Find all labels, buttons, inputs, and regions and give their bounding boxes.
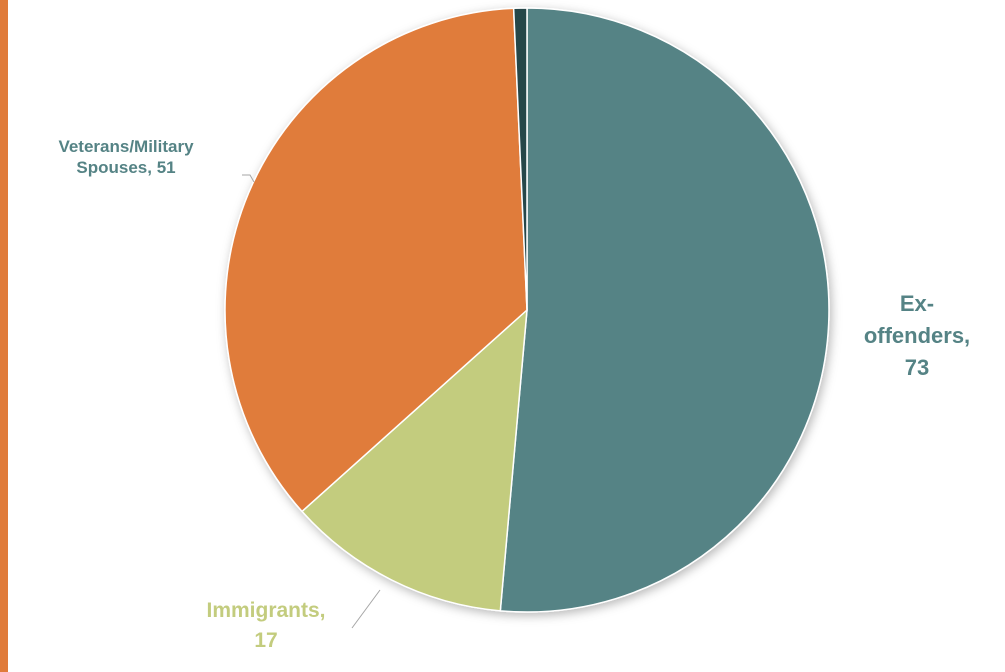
pie-slice-immigrants: [301, 309, 528, 612]
leader-line-immigrants: [351, 589, 381, 629]
slice-label-veterans-line1: Veterans/Military: [58, 137, 194, 156]
pie-slice-other: [512, 7, 528, 311]
slice-label-immigrants-line1: Immigrants,: [206, 599, 326, 622]
slice-label-ex-offenders-line2: offenders,: [863, 322, 971, 348]
slice-label-ex-offenders: Ex- offenders, 73: [832, 288, 1002, 384]
leader-line-veterans: [242, 174, 255, 183]
slice-label-ex-offenders-line3: 73: [904, 354, 930, 380]
slice-label-immigrants-line2: 17: [254, 629, 278, 653]
slice-label-veterans-line2: Spouses, 51: [76, 158, 176, 178]
slice-label-ex-offenders-line1: Ex-: [899, 291, 935, 316]
accent-bar: [0, 0, 8, 672]
pie-slices: [224, 7, 830, 613]
pie-slice-veterans: [224, 7, 528, 513]
slice-label-immigrants: Immigrants, 17: [180, 596, 352, 657]
leader-lines: [242, 174, 381, 629]
slice-label-veterans: Veterans/Military Spouses, 51: [8, 136, 244, 179]
pie-slice-ex-offenders: [499, 7, 830, 613]
